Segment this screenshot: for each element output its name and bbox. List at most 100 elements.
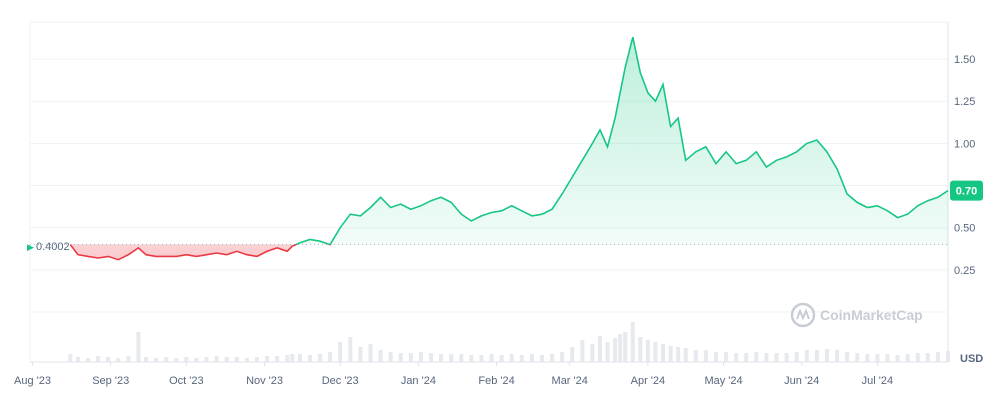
- volume-bar: [519, 355, 524, 362]
- volume-bar: [285, 355, 290, 362]
- volume-bar: [683, 348, 688, 362]
- volume-bar: [174, 358, 179, 362]
- volume-bar: [529, 354, 534, 362]
- area-above-baseline: [70, 37, 948, 245]
- volume-bar: [68, 354, 73, 362]
- price-line-up: [70, 37, 949, 245]
- volume-bar: [754, 352, 759, 362]
- volume-bar: [275, 356, 280, 362]
- current-price-badge: 0.70: [950, 180, 983, 201]
- volume-bar: [597, 336, 602, 362]
- x-tick-label: Jun '24: [784, 375, 819, 387]
- volume-bar: [645, 340, 650, 362]
- volume-bar: [144, 357, 149, 362]
- plot-frame: [29, 21, 949, 363]
- volume-bar: [358, 347, 363, 362]
- x-tick-label: Sep '23: [92, 375, 129, 387]
- volume-bar: [590, 344, 595, 362]
- volume-bar: [713, 352, 718, 362]
- y-axis: 0.25 0.50 1.00 1.25 1.50: [954, 54, 975, 277]
- volume-bar: [459, 354, 464, 362]
- volume-bar: [618, 334, 623, 362]
- x-tick-label: Nov '23: [246, 375, 283, 387]
- volume-bar: [408, 353, 413, 362]
- volume-bar: [234, 357, 239, 362]
- price-line-down: [69, 244, 332, 261]
- volume-bar: [925, 353, 930, 362]
- volume-bar: [86, 358, 91, 362]
- volume-bar: [630, 322, 635, 362]
- baseline-label-group: ▶ 0.4002: [27, 241, 70, 253]
- volume-bar: [328, 352, 333, 362]
- volume-bar: [895, 355, 900, 362]
- coinmarketcap-watermark: CoinMarketCap: [790, 302, 923, 328]
- volume-bar: [734, 353, 739, 362]
- volume-bar: [265, 356, 270, 362]
- volume-bar: [855, 353, 860, 362]
- volume-bar: [398, 353, 403, 362]
- volume-bar: [479, 355, 484, 362]
- volume-bar: [428, 353, 433, 362]
- x-tick-label: Jul '24: [862, 375, 893, 387]
- volume-bar: [489, 354, 494, 362]
- volume-bar: [724, 352, 729, 362]
- volume-bar: [784, 353, 789, 362]
- volume-bar: [804, 350, 809, 362]
- volume-bar: [613, 338, 618, 362]
- volume-bar: [136, 332, 141, 362]
- volume-bar: [835, 350, 840, 362]
- volume-bar: [194, 358, 199, 362]
- volume-bar: [794, 352, 799, 362]
- price-areas: [70, 37, 948, 260]
- volume-bar: [814, 350, 819, 362]
- volume-bar: [744, 353, 749, 362]
- x-tick-label: Oct '23: [169, 375, 204, 387]
- volume-bar: [96, 356, 101, 362]
- x-tick-label: Dec '23: [322, 375, 359, 387]
- volume-bar: [348, 337, 353, 362]
- volume-bar: [653, 342, 658, 362]
- volume-bar: [915, 353, 920, 362]
- volume-bar: [154, 358, 159, 362]
- volume-bar: [580, 340, 585, 362]
- volume-bar: [550, 354, 555, 362]
- volume-bar: [499, 355, 504, 362]
- volume-bar: [560, 352, 565, 362]
- volume-bar: [106, 357, 111, 362]
- volume-bar: [388, 352, 393, 362]
- volume-bar: [824, 349, 829, 362]
- y-tick-label: 0.50: [954, 223, 975, 235]
- x-tick-label: Feb '24: [478, 375, 514, 387]
- volume-bar: [297, 354, 302, 362]
- x-tick-label: Apr '24: [631, 375, 666, 387]
- volume-bar: [845, 352, 850, 362]
- volume-bar: [885, 354, 890, 362]
- volume-bar: [935, 352, 940, 362]
- volume-bar: [449, 354, 454, 362]
- volume-bar: [703, 350, 708, 362]
- y-tick-label: 1.25: [954, 96, 975, 108]
- volume-bar: [184, 357, 189, 362]
- volume-bar: [439, 354, 444, 362]
- price-lines: [69, 37, 949, 261]
- y-tick-label: 0.25: [954, 265, 975, 277]
- x-tick-label: Mar '24: [552, 375, 588, 387]
- volume-bar: [946, 351, 950, 362]
- volume-bar: [214, 356, 219, 362]
- volume-bar: [224, 357, 229, 362]
- volume-bar: [290, 354, 295, 362]
- baseline-marker-icon: ▶: [27, 242, 34, 252]
- x-tick-label: Jan '24: [401, 375, 436, 387]
- volume-bar: [638, 337, 643, 362]
- volume-bar: [875, 354, 880, 362]
- volume-bar: [318, 354, 323, 362]
- volume-bar: [623, 332, 628, 362]
- coinmarketcap-logo-icon: [790, 302, 816, 328]
- x-tick-label: Aug '23: [14, 375, 51, 387]
- x-tick-label: May '24: [704, 375, 742, 387]
- volume-bar: [570, 347, 575, 362]
- current-price-label: 0.70: [956, 186, 977, 198]
- volume-bar: [378, 350, 383, 362]
- volume-bar: [774, 353, 779, 362]
